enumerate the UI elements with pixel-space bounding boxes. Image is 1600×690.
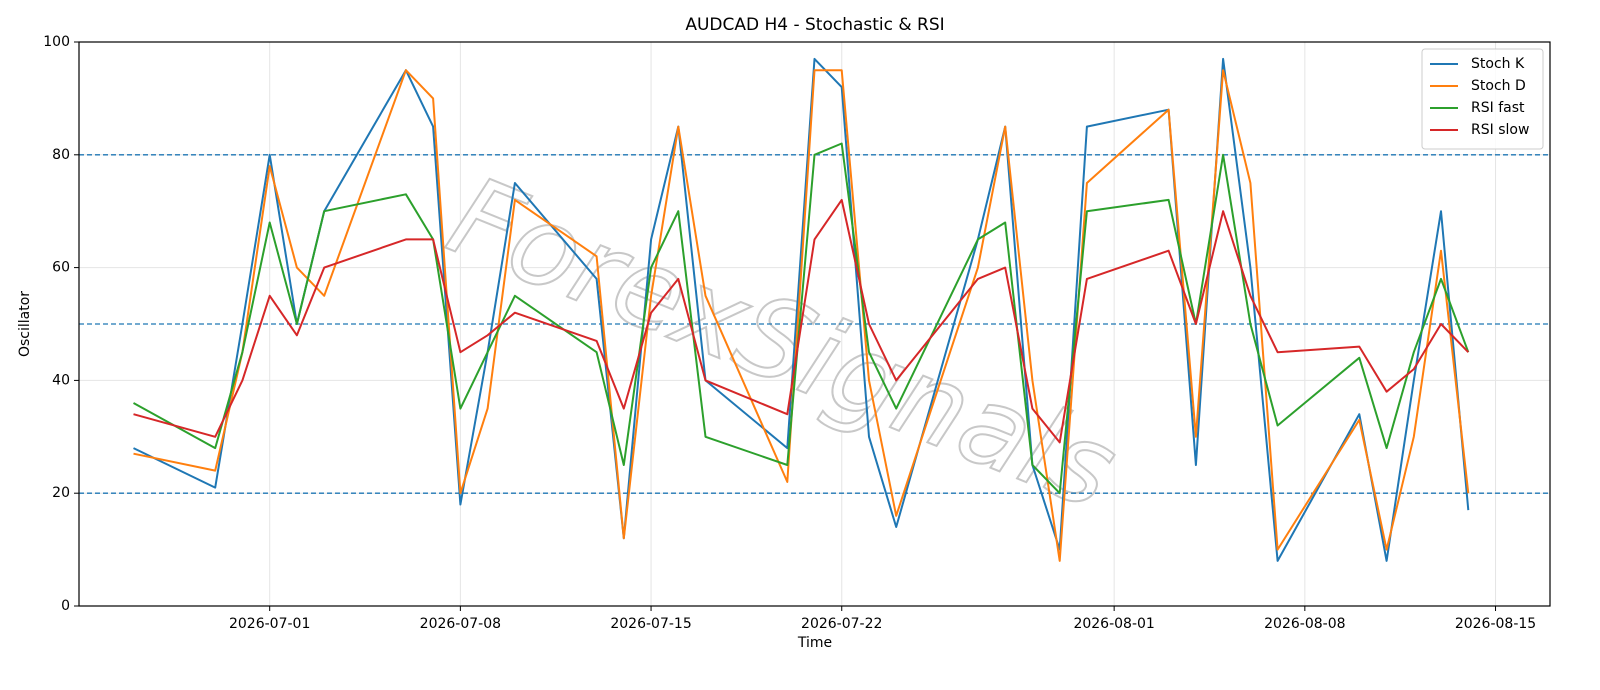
chart-title: AUDCAD H4 - Stochastic & RSI bbox=[685, 15, 944, 35]
y-tick-label: 20 bbox=[52, 485, 70, 501]
y-tick-label: 100 bbox=[43, 34, 70, 50]
x-axis-label: Time bbox=[797, 635, 832, 651]
x-tick-label: 2026-08-15 bbox=[1455, 616, 1536, 632]
y-tick-label: 80 bbox=[52, 147, 70, 163]
y-axis-label: Oscillator bbox=[17, 291, 33, 357]
series-line bbox=[133, 57, 1470, 562]
legend-label: Stoch K bbox=[1471, 56, 1525, 72]
x-tick-label: 2026-07-01 bbox=[229, 616, 310, 632]
x-tick-label: 2026-07-22 bbox=[801, 616, 882, 632]
legend-label: Stoch D bbox=[1471, 78, 1526, 94]
x-tick-label: 2026-07-08 bbox=[420, 616, 501, 632]
x-tick-label: 2026-08-01 bbox=[1073, 616, 1154, 632]
plot-frame bbox=[78, 41, 1551, 607]
legend-label: RSI slow bbox=[1471, 122, 1529, 138]
y-tick-label: 60 bbox=[52, 260, 70, 276]
series-line bbox=[133, 69, 1470, 562]
x-tick-label: 2026-08-08 bbox=[1264, 616, 1345, 632]
y-tick-label: 40 bbox=[52, 372, 70, 388]
legend-label: RSI fast bbox=[1471, 100, 1525, 116]
legend-box bbox=[1421, 48, 1544, 150]
series-line bbox=[133, 198, 1470, 444]
y-tick-label: 0 bbox=[61, 598, 70, 614]
series-line bbox=[133, 142, 1470, 495]
x-tick-label: 2026-07-15 bbox=[610, 616, 691, 632]
